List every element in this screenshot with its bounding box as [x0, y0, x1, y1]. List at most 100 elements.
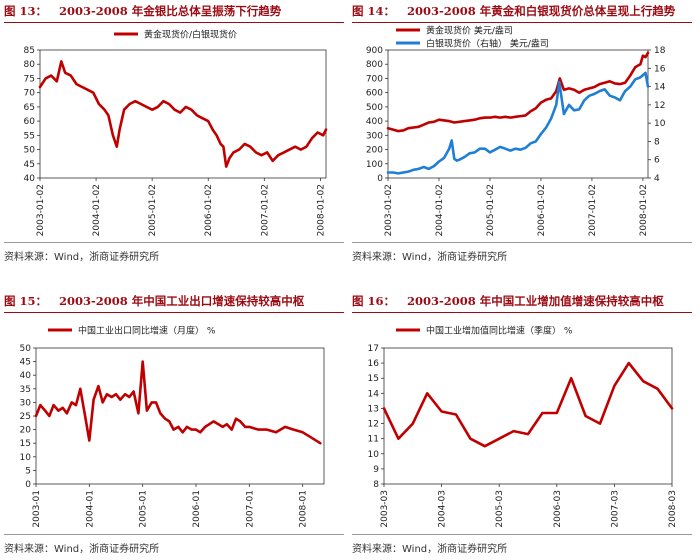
source-divider: [352, 534, 692, 535]
y-tick-label: 20: [20, 426, 32, 436]
x-tick-label: 2007-01-02: [260, 184, 270, 236]
y-right-tick-label: 8: [654, 137, 660, 147]
y-right-tick-label: 12: [654, 101, 665, 111]
y-tick-label: 600: [366, 89, 383, 99]
y-right-tick-label: 14: [654, 83, 666, 93]
y-tick-label: 85: [24, 46, 35, 56]
series-line-0: [38, 60, 328, 168]
y-tick-label: 15: [20, 439, 31, 449]
chart-panel-13: 图 13： 2003-2008 年金银比总体呈振荡下行趋势 40 45 50 55 60 6…: [4, 0, 344, 270]
y-tick-label: 15: [368, 374, 379, 384]
legend-label: 白银现货价（右轴） 美元/盎司: [426, 38, 549, 50]
y-tick-label: 12: [368, 420, 379, 430]
y-tick-label: 700: [366, 74, 383, 84]
y-tick-label: 40: [24, 174, 36, 184]
y-tick-label: 16: [368, 359, 380, 369]
plot-frame: [39, 49, 327, 179]
plot-frame: [387, 49, 649, 179]
series-line-0: [386, 51, 650, 133]
y-tick-label: 45: [20, 358, 31, 368]
y-tick-label: 500: [366, 103, 383, 113]
y-tick-label: 10: [368, 450, 380, 460]
y-tick-label: 65: [24, 103, 35, 113]
y-tick-label: 300: [366, 131, 383, 141]
source-divider: [352, 242, 692, 243]
y-right-tick-label: 16: [654, 64, 666, 74]
x-tick-label: 2008-03: [668, 490, 678, 528]
y-right-tick-label: 4: [654, 174, 660, 184]
y-tick-label: 35: [20, 385, 31, 395]
source-divider: [4, 534, 344, 535]
source-note: 资料来源：Wind，浙商证券研究所: [352, 252, 508, 263]
x-tick-label: 2006-03: [553, 490, 563, 528]
y-tick-label: 8: [373, 480, 379, 490]
chart-16-svg: 8 9 10 11 12 13 14 15 16 17 2003-03 2004-03 2005-03 2…: [368, 325, 678, 528]
x-tick-label: 2005-03: [495, 490, 505, 528]
series-line-1: [386, 71, 650, 175]
chart-14-svg: 0 100 200 300 400 500 600 700 800 900 4 6 8 10 12 14 16 1…: [366, 25, 666, 237]
y-tick-label: 50: [20, 344, 32, 354]
plot-frame: [383, 347, 673, 485]
legend-label: 黄金现货价/白银现货价: [144, 29, 237, 41]
y-tick-label: 900: [366, 46, 383, 56]
chart-13-svg: 40 45 50 55 60 65 70 75 80 85 2003-01-02 2004-01-02…: [24, 29, 328, 236]
x-tick-label: 2005-01-02: [148, 184, 158, 236]
source-divider: [4, 242, 344, 243]
x-tick-label: 2003-01: [32, 490, 42, 528]
y-tick-label: 100: [366, 160, 383, 170]
legend-label: 中国工业增加值同比增速（季度） %: [426, 325, 573, 337]
x-tick-label: 2003-03: [380, 490, 390, 528]
source-note: 资料来源：Wind，浙商证券研究所: [352, 544, 508, 555]
figure-title: 图 14： 2003-2008 年黄金和白银现货价总体呈现上行趋势: [352, 2, 692, 23]
x-tick-label: 2004-01-02: [435, 184, 445, 236]
x-tick-label: 2008-01-02: [639, 184, 649, 236]
chart-panel-16: 图 16： 2003-2008 年中国工业增加值增速保持较高中枢 8 9 10 11 12…: [352, 290, 692, 560]
plot-frame: [35, 347, 325, 485]
x-tick-label: 2003-01-02: [36, 184, 46, 236]
chart-15-svg: 0 5 10 15 20 25 30 35 40 45 50 2003-01 2004-01 2005-0…: [20, 325, 325, 528]
x-tick-label: 2006-01-02: [204, 184, 214, 236]
y-tick-label: 75: [24, 74, 35, 84]
y-right-tick-label: 10: [654, 119, 666, 129]
y-tick-label: 5: [25, 466, 31, 476]
y-tick-label: 45: [24, 160, 35, 170]
source-note: 资料来源：Wind，浙商证券研究所: [4, 544, 160, 555]
y-tick-label: 40: [20, 371, 32, 381]
y-tick-label: 13: [368, 404, 379, 414]
y-tick-label: 80: [24, 60, 36, 70]
chart-panel-14: 图 14： 2003-2008 年黄金和白银现货价总体呈现上行趋势 0 100 200…: [352, 0, 692, 270]
y-tick-label: 17: [368, 344, 379, 354]
y-tick-label: 30: [20, 398, 32, 408]
y-tick-label: 50: [24, 146, 36, 156]
y-tick-label: 11: [368, 435, 379, 445]
chart-panel-15: 图 15： 2003-2008 年中国工业出口增速保持较高中枢 0 5 10 15 20 2…: [4, 290, 344, 560]
x-tick-label: 2008-01: [299, 490, 309, 528]
x-tick-label: 2006-01: [192, 490, 202, 528]
y-tick-label: 400: [366, 117, 383, 127]
y-tick-label: 0: [25, 480, 31, 490]
source-note: 资料来源：Wind，浙商证券研究所: [4, 252, 160, 263]
y-tick-label: 0: [377, 174, 383, 184]
x-tick-label: 2007-01: [245, 490, 255, 528]
y-tick-label: 25: [20, 412, 31, 422]
x-tick-label: 2003-01-02: [384, 184, 394, 236]
figure-title: 图 13： 2003-2008 年金银比总体呈振荡下行趋势: [4, 2, 344, 23]
y-tick-label: 200: [366, 146, 383, 156]
y-tick-label: 60: [24, 117, 36, 127]
x-tick-label: 2006-01-02: [537, 184, 547, 236]
y-right-tick-label: 6: [654, 156, 660, 166]
x-tick-label: 2007-01-02: [588, 184, 598, 236]
x-tick-label: 2004-01-02: [92, 184, 102, 236]
y-tick-label: 14: [368, 389, 380, 399]
figure-title: 图 16： 2003-2008 年中国工业增加值增速保持较高中枢: [352, 292, 692, 313]
y-right-tick-label: 18: [654, 46, 666, 56]
y-tick-label: 800: [366, 60, 383, 70]
x-tick-label: 2007-03: [610, 490, 620, 528]
series-line-0: [382, 361, 674, 448]
legend-label: 中国工业出口同比增速（月度） %: [78, 325, 216, 337]
x-tick-label: 2008-01-02: [316, 184, 326, 236]
figure-title: 图 15： 2003-2008 年中国工业出口增速保持较高中枢: [4, 292, 344, 313]
x-tick-label: 2004-03: [438, 490, 448, 528]
y-tick-label: 70: [24, 89, 36, 99]
legend-label: 黄金现货价 美元/盎司: [426, 25, 513, 37]
